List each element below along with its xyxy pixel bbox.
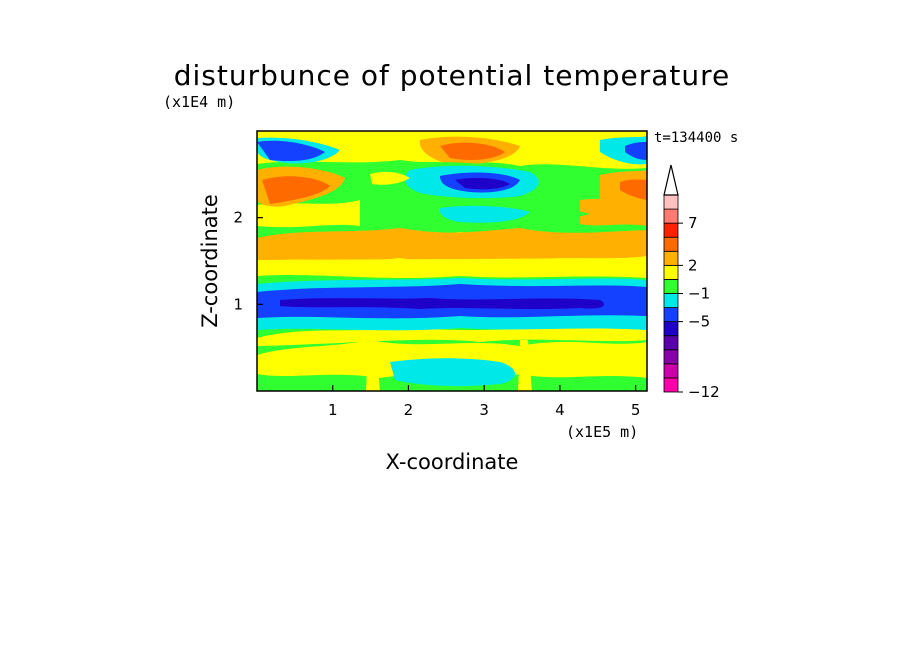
colorbar-swatch <box>663 293 679 308</box>
colorbar-swatch <box>663 264 679 280</box>
plot-area <box>257 131 647 391</box>
x-tick-label: 4 <box>555 401 565 419</box>
colorbar-label: −1 <box>688 285 710 303</box>
colorbar-label: 7 <box>688 214 698 232</box>
x-axis: 1 2 3 4 5 <box>328 385 640 419</box>
chart-title: disturbunce of potential temperature <box>174 59 731 92</box>
colorbar-arrow <box>663 164 679 196</box>
colorbar-label: 2 <box>688 256 698 274</box>
colorbar-swatch <box>663 363 679 379</box>
time-label: t=134400 s <box>654 130 738 146</box>
y-tick-label: 1 <box>233 295 243 313</box>
colorbar <box>663 164 679 393</box>
y-axis-title: Z-coordinate <box>198 194 222 328</box>
colorbar-swatch <box>663 194 679 210</box>
y-axis: 12 <box>233 209 263 313</box>
y-unit-label: (x1E4 m) <box>163 93 235 111</box>
colorbar-swatch <box>663 321 679 337</box>
x-axis-title: X-coordinate <box>386 450 519 474</box>
colorbar-swatch <box>663 236 679 252</box>
colorbar-swatch <box>663 222 679 238</box>
colorbar-labels: 7 2 −1 −5 −12 <box>678 214 720 401</box>
colorbar-label: −12 <box>688 383 720 401</box>
x-tick-label: 1 <box>328 401 338 419</box>
x-unit-label: (x1E5 m) <box>566 423 638 441</box>
colorbar-swatch <box>663 349 679 365</box>
colorbar-label: −5 <box>688 313 710 331</box>
colorbar-swatch <box>663 335 679 351</box>
x-tick-label: 2 <box>404 401 414 419</box>
y-tick-label: 2 <box>233 209 243 227</box>
colorbar-swatch <box>663 377 679 393</box>
colorbar-swatch <box>663 307 679 323</box>
plot-frame <box>256 130 648 392</box>
colorbar-swatch <box>663 208 679 224</box>
colorbar-swatch <box>663 279 679 294</box>
x-tick-label: 3 <box>479 401 489 419</box>
colorbar-swatch <box>663 250 679 266</box>
x-tick-label: 5 <box>631 401 641 419</box>
